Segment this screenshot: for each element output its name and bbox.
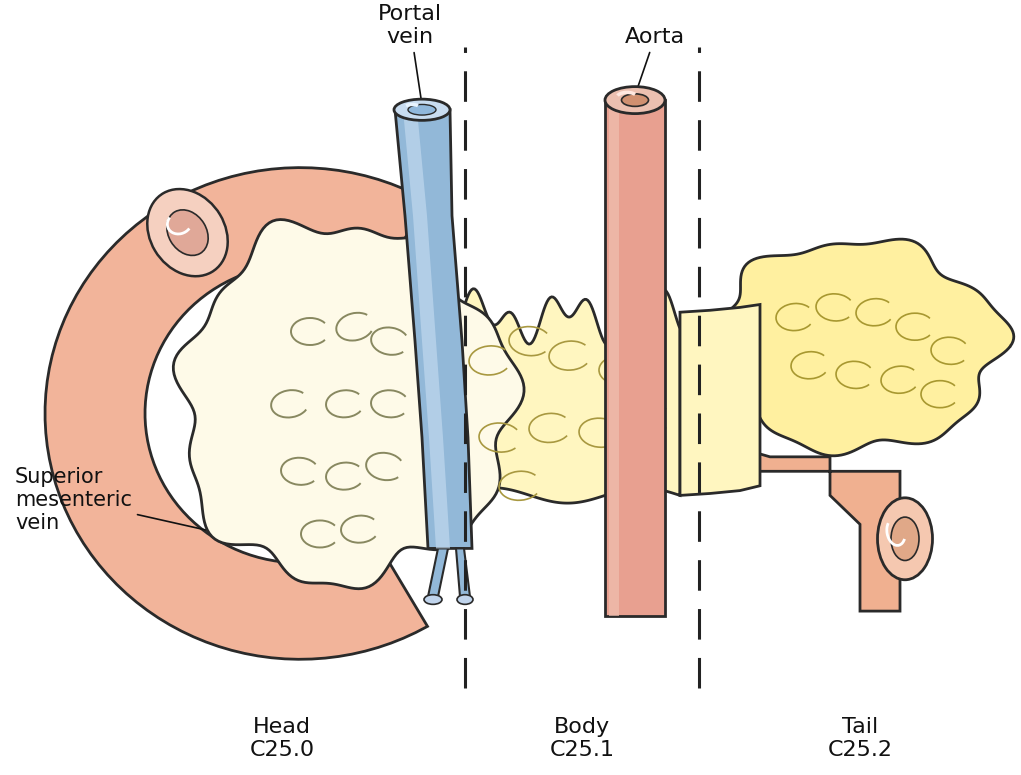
Ellipse shape <box>457 594 473 605</box>
Polygon shape <box>609 100 619 616</box>
Text: Tail
C25.2: Tail C25.2 <box>828 717 892 760</box>
Polygon shape <box>635 443 900 611</box>
Text: Head
C25.0: Head C25.0 <box>250 717 314 760</box>
Polygon shape <box>403 110 450 549</box>
Text: Superior
mesenteric
vein: Superior mesenteric vein <box>15 467 242 538</box>
Ellipse shape <box>605 87 665 114</box>
Polygon shape <box>605 100 665 616</box>
Ellipse shape <box>394 99 450 120</box>
Polygon shape <box>680 305 760 495</box>
Ellipse shape <box>622 94 648 106</box>
Polygon shape <box>174 219 524 589</box>
Polygon shape <box>45 167 428 660</box>
Ellipse shape <box>877 498 932 580</box>
Polygon shape <box>428 549 448 597</box>
Text: Aorta: Aorta <box>625 27 685 93</box>
Polygon shape <box>395 110 472 549</box>
Polygon shape <box>699 239 1014 456</box>
Ellipse shape <box>166 210 208 256</box>
Text: Portal
vein: Portal vein <box>378 4 442 102</box>
Ellipse shape <box>424 594 442 605</box>
Ellipse shape <box>147 189 228 276</box>
Text: Body
C25.1: Body C25.1 <box>549 717 615 760</box>
Ellipse shape <box>408 105 436 115</box>
Polygon shape <box>455 289 680 503</box>
Ellipse shape <box>891 517 919 560</box>
Polygon shape <box>456 549 470 597</box>
